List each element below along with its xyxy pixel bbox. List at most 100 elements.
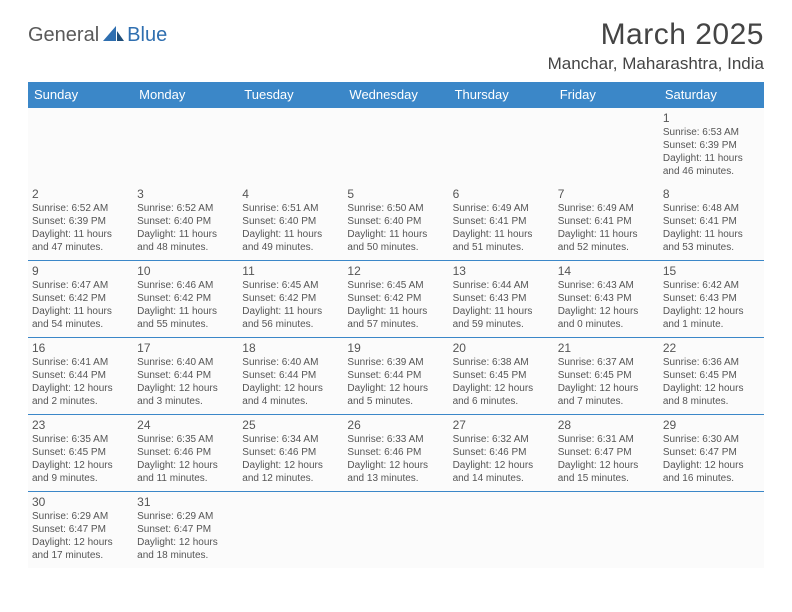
sunset-text: Sunset: 6:44 PM	[242, 369, 339, 382]
calendar-day-cell: 3Sunrise: 6:52 AMSunset: 6:40 PMDaylight…	[133, 184, 238, 261]
calendar-empty-cell	[343, 108, 448, 185]
sunset-text: Sunset: 6:47 PM	[137, 523, 234, 536]
sunset-text: Sunset: 6:45 PM	[558, 369, 655, 382]
day-number: 3	[137, 187, 234, 201]
sunrise-text: Sunrise: 6:41 AM	[32, 356, 129, 369]
calendar-day-cell: 9Sunrise: 6:47 AMSunset: 6:42 PMDaylight…	[28, 261, 133, 338]
sunrise-text: Sunrise: 6:48 AM	[663, 202, 760, 215]
calendar-day-cell: 29Sunrise: 6:30 AMSunset: 6:47 PMDayligh…	[659, 415, 764, 492]
weekday-header: Wednesday	[343, 82, 448, 108]
day-number: 17	[137, 341, 234, 355]
day-info: Sunrise: 6:49 AMSunset: 6:41 PMDaylight:…	[558, 202, 655, 254]
sunrise-text: Sunrise: 6:52 AM	[32, 202, 129, 215]
daylight-text: Daylight: 12 hours and 16 minutes.	[663, 459, 760, 485]
day-info: Sunrise: 6:44 AMSunset: 6:43 PMDaylight:…	[453, 279, 550, 331]
day-info: Sunrise: 6:30 AMSunset: 6:47 PMDaylight:…	[663, 433, 760, 485]
sunrise-text: Sunrise: 6:35 AM	[137, 433, 234, 446]
day-number: 24	[137, 418, 234, 432]
day-info: Sunrise: 6:46 AMSunset: 6:42 PMDaylight:…	[137, 279, 234, 331]
daylight-text: Daylight: 12 hours and 0 minutes.	[558, 305, 655, 331]
calendar-empty-cell	[343, 492, 448, 569]
day-info: Sunrise: 6:49 AMSunset: 6:41 PMDaylight:…	[453, 202, 550, 254]
day-number: 12	[347, 264, 444, 278]
calendar-day-cell: 6Sunrise: 6:49 AMSunset: 6:41 PMDaylight…	[449, 184, 554, 261]
day-info: Sunrise: 6:42 AMSunset: 6:43 PMDaylight:…	[663, 279, 760, 331]
sunset-text: Sunset: 6:42 PM	[347, 292, 444, 305]
sunrise-text: Sunrise: 6:29 AM	[137, 510, 234, 523]
daylight-text: Daylight: 11 hours and 51 minutes.	[453, 228, 550, 254]
day-info: Sunrise: 6:35 AMSunset: 6:45 PMDaylight:…	[32, 433, 129, 485]
daylight-text: Daylight: 11 hours and 50 minutes.	[347, 228, 444, 254]
daylight-text: Daylight: 11 hours and 47 minutes.	[32, 228, 129, 254]
calendar-day-cell: 2Sunrise: 6:52 AMSunset: 6:39 PMDaylight…	[28, 184, 133, 261]
day-number: 26	[347, 418, 444, 432]
header: General Blue March 2025 Manchar, Maharas…	[28, 18, 764, 74]
daylight-text: Daylight: 11 hours and 54 minutes.	[32, 305, 129, 331]
weekday-header: Tuesday	[238, 82, 343, 108]
day-info: Sunrise: 6:32 AMSunset: 6:46 PMDaylight:…	[453, 433, 550, 485]
sunset-text: Sunset: 6:47 PM	[32, 523, 129, 536]
day-number: 30	[32, 495, 129, 509]
calendar-day-cell: 30Sunrise: 6:29 AMSunset: 6:47 PMDayligh…	[28, 492, 133, 569]
day-number: 8	[663, 187, 760, 201]
sunset-text: Sunset: 6:40 PM	[347, 215, 444, 228]
sunrise-text: Sunrise: 6:45 AM	[347, 279, 444, 292]
daylight-text: Daylight: 12 hours and 3 minutes.	[137, 382, 234, 408]
sunset-text: Sunset: 6:46 PM	[242, 446, 339, 459]
sunset-text: Sunset: 6:47 PM	[558, 446, 655, 459]
day-info: Sunrise: 6:50 AMSunset: 6:40 PMDaylight:…	[347, 202, 444, 254]
day-number: 6	[453, 187, 550, 201]
day-number: 28	[558, 418, 655, 432]
calendar-day-cell: 27Sunrise: 6:32 AMSunset: 6:46 PMDayligh…	[449, 415, 554, 492]
calendar-empty-cell	[238, 492, 343, 569]
sunrise-text: Sunrise: 6:44 AM	[453, 279, 550, 292]
day-number: 21	[558, 341, 655, 355]
day-number: 4	[242, 187, 339, 201]
logo-sail-icon	[103, 24, 125, 47]
sunrise-text: Sunrise: 6:38 AM	[453, 356, 550, 369]
day-info: Sunrise: 6:51 AMSunset: 6:40 PMDaylight:…	[242, 202, 339, 254]
daylight-text: Daylight: 12 hours and 15 minutes.	[558, 459, 655, 485]
day-number: 27	[453, 418, 550, 432]
sunrise-text: Sunrise: 6:31 AM	[558, 433, 655, 446]
sunset-text: Sunset: 6:41 PM	[558, 215, 655, 228]
day-number: 19	[347, 341, 444, 355]
sunset-text: Sunset: 6:42 PM	[242, 292, 339, 305]
sunset-text: Sunset: 6:41 PM	[453, 215, 550, 228]
sunrise-text: Sunrise: 6:37 AM	[558, 356, 655, 369]
day-number: 22	[663, 341, 760, 355]
calendar-day-cell: 1Sunrise: 6:53 AMSunset: 6:39 PMDaylight…	[659, 108, 764, 185]
calendar-day-cell: 5Sunrise: 6:50 AMSunset: 6:40 PMDaylight…	[343, 184, 448, 261]
day-number: 13	[453, 264, 550, 278]
day-number: 14	[558, 264, 655, 278]
sunrise-text: Sunrise: 6:35 AM	[32, 433, 129, 446]
day-number: 29	[663, 418, 760, 432]
daylight-text: Daylight: 12 hours and 4 minutes.	[242, 382, 339, 408]
day-number: 18	[242, 341, 339, 355]
calendar-day-cell: 21Sunrise: 6:37 AMSunset: 6:45 PMDayligh…	[554, 338, 659, 415]
calendar-day-cell: 28Sunrise: 6:31 AMSunset: 6:47 PMDayligh…	[554, 415, 659, 492]
day-info: Sunrise: 6:29 AMSunset: 6:47 PMDaylight:…	[32, 510, 129, 562]
calendar-day-cell: 12Sunrise: 6:45 AMSunset: 6:42 PMDayligh…	[343, 261, 448, 338]
calendar-body: 1Sunrise: 6:53 AMSunset: 6:39 PMDaylight…	[28, 108, 764, 569]
daylight-text: Daylight: 12 hours and 8 minutes.	[663, 382, 760, 408]
calendar-week-row: 9Sunrise: 6:47 AMSunset: 6:42 PMDaylight…	[28, 261, 764, 338]
sunrise-text: Sunrise: 6:45 AM	[242, 279, 339, 292]
day-info: Sunrise: 6:45 AMSunset: 6:42 PMDaylight:…	[347, 279, 444, 331]
calendar-day-cell: 17Sunrise: 6:40 AMSunset: 6:44 PMDayligh…	[133, 338, 238, 415]
sunset-text: Sunset: 6:44 PM	[137, 369, 234, 382]
daylight-text: Daylight: 12 hours and 6 minutes.	[453, 382, 550, 408]
calendar-day-cell: 31Sunrise: 6:29 AMSunset: 6:47 PMDayligh…	[133, 492, 238, 569]
daylight-text: Daylight: 12 hours and 11 minutes.	[137, 459, 234, 485]
sunset-text: Sunset: 6:46 PM	[347, 446, 444, 459]
sunset-text: Sunset: 6:43 PM	[453, 292, 550, 305]
daylight-text: Daylight: 11 hours and 59 minutes.	[453, 305, 550, 331]
sunset-text: Sunset: 6:46 PM	[453, 446, 550, 459]
sunrise-text: Sunrise: 6:30 AM	[663, 433, 760, 446]
calendar-empty-cell	[449, 492, 554, 569]
calendar-day-cell: 26Sunrise: 6:33 AMSunset: 6:46 PMDayligh…	[343, 415, 448, 492]
day-number: 25	[242, 418, 339, 432]
sunset-text: Sunset: 6:40 PM	[137, 215, 234, 228]
sunset-text: Sunset: 6:46 PM	[137, 446, 234, 459]
day-number: 5	[347, 187, 444, 201]
